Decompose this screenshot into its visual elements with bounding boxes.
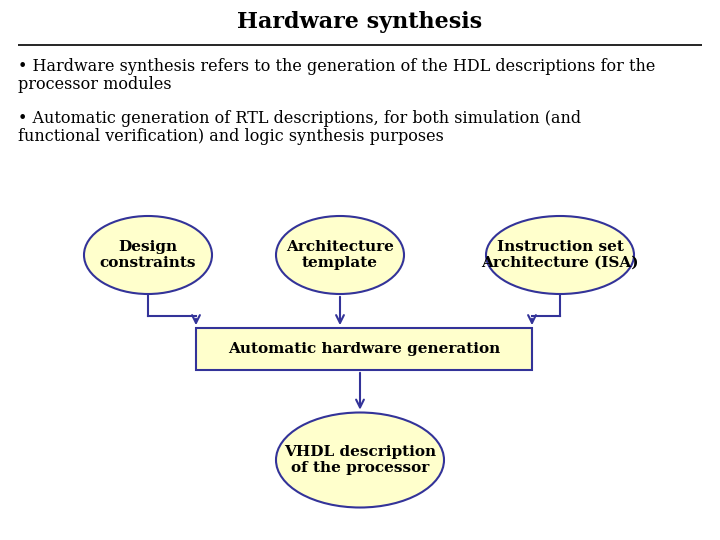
Text: Instruction set
Architecture (ISA): Instruction set Architecture (ISA) [481,240,639,270]
Ellipse shape [486,216,634,294]
Ellipse shape [276,216,404,294]
Text: • Automatic generation of RTL descriptions, for both simulation (and: • Automatic generation of RTL descriptio… [18,110,581,127]
Ellipse shape [276,413,444,508]
Text: functional verification) and logic synthesis purposes: functional verification) and logic synth… [18,128,444,145]
Ellipse shape [84,216,212,294]
Text: Hardware synthesis: Hardware synthesis [238,11,482,33]
Text: Architecture
template: Architecture template [286,240,394,270]
Text: • Hardware synthesis refers to the generation of the HDL descriptions for the: • Hardware synthesis refers to the gener… [18,58,655,75]
Text: Automatic hardware generation: Automatic hardware generation [228,342,500,356]
Text: VHDL description
of the processor: VHDL description of the processor [284,445,436,475]
Text: Design
constraints: Design constraints [100,240,197,270]
FancyBboxPatch shape [196,328,532,370]
Text: processor modules: processor modules [18,76,171,93]
